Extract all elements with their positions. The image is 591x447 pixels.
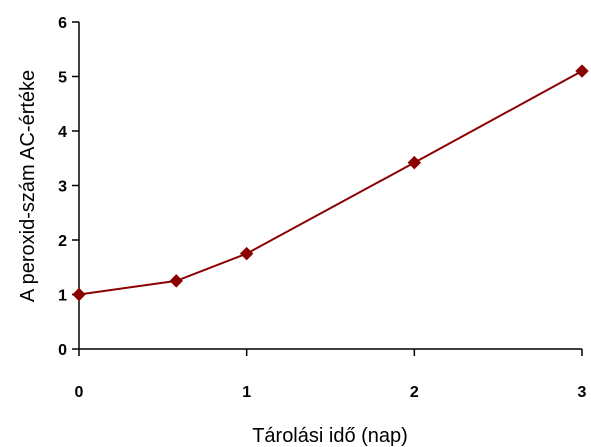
x-tick-label: 3 bbox=[578, 384, 587, 401]
x-tick-label: 1 bbox=[242, 384, 251, 401]
y-axis: 0 1 2 3 4 5 6 bbox=[58, 15, 80, 359]
x-tick-label: 2 bbox=[410, 384, 419, 401]
y-tick-label: 5 bbox=[58, 70, 67, 87]
x-tick-label: 0 bbox=[75, 384, 84, 401]
series-layer bbox=[72, 64, 589, 302]
data-point bbox=[72, 287, 86, 302]
y-tick-label: 6 bbox=[58, 15, 67, 32]
y-tick-label: 0 bbox=[58, 342, 67, 359]
y-tick-label: 3 bbox=[58, 179, 67, 196]
x-axis: 0 1 2 3 bbox=[75, 348, 587, 401]
y-tick-label: 1 bbox=[58, 288, 67, 305]
y-axis-title: A peroxid-szám AC-értéke bbox=[17, 70, 39, 302]
series-line bbox=[78, 70, 583, 296]
data-point bbox=[575, 64, 589, 78]
y-tick-label: 4 bbox=[58, 124, 67, 141]
data-point bbox=[169, 274, 183, 288]
y-tick-label: 2 bbox=[58, 233, 67, 250]
data-point bbox=[239, 246, 254, 261]
data-point bbox=[407, 155, 422, 170]
x-axis-title: Tárolási idő (nap) bbox=[252, 425, 408, 447]
